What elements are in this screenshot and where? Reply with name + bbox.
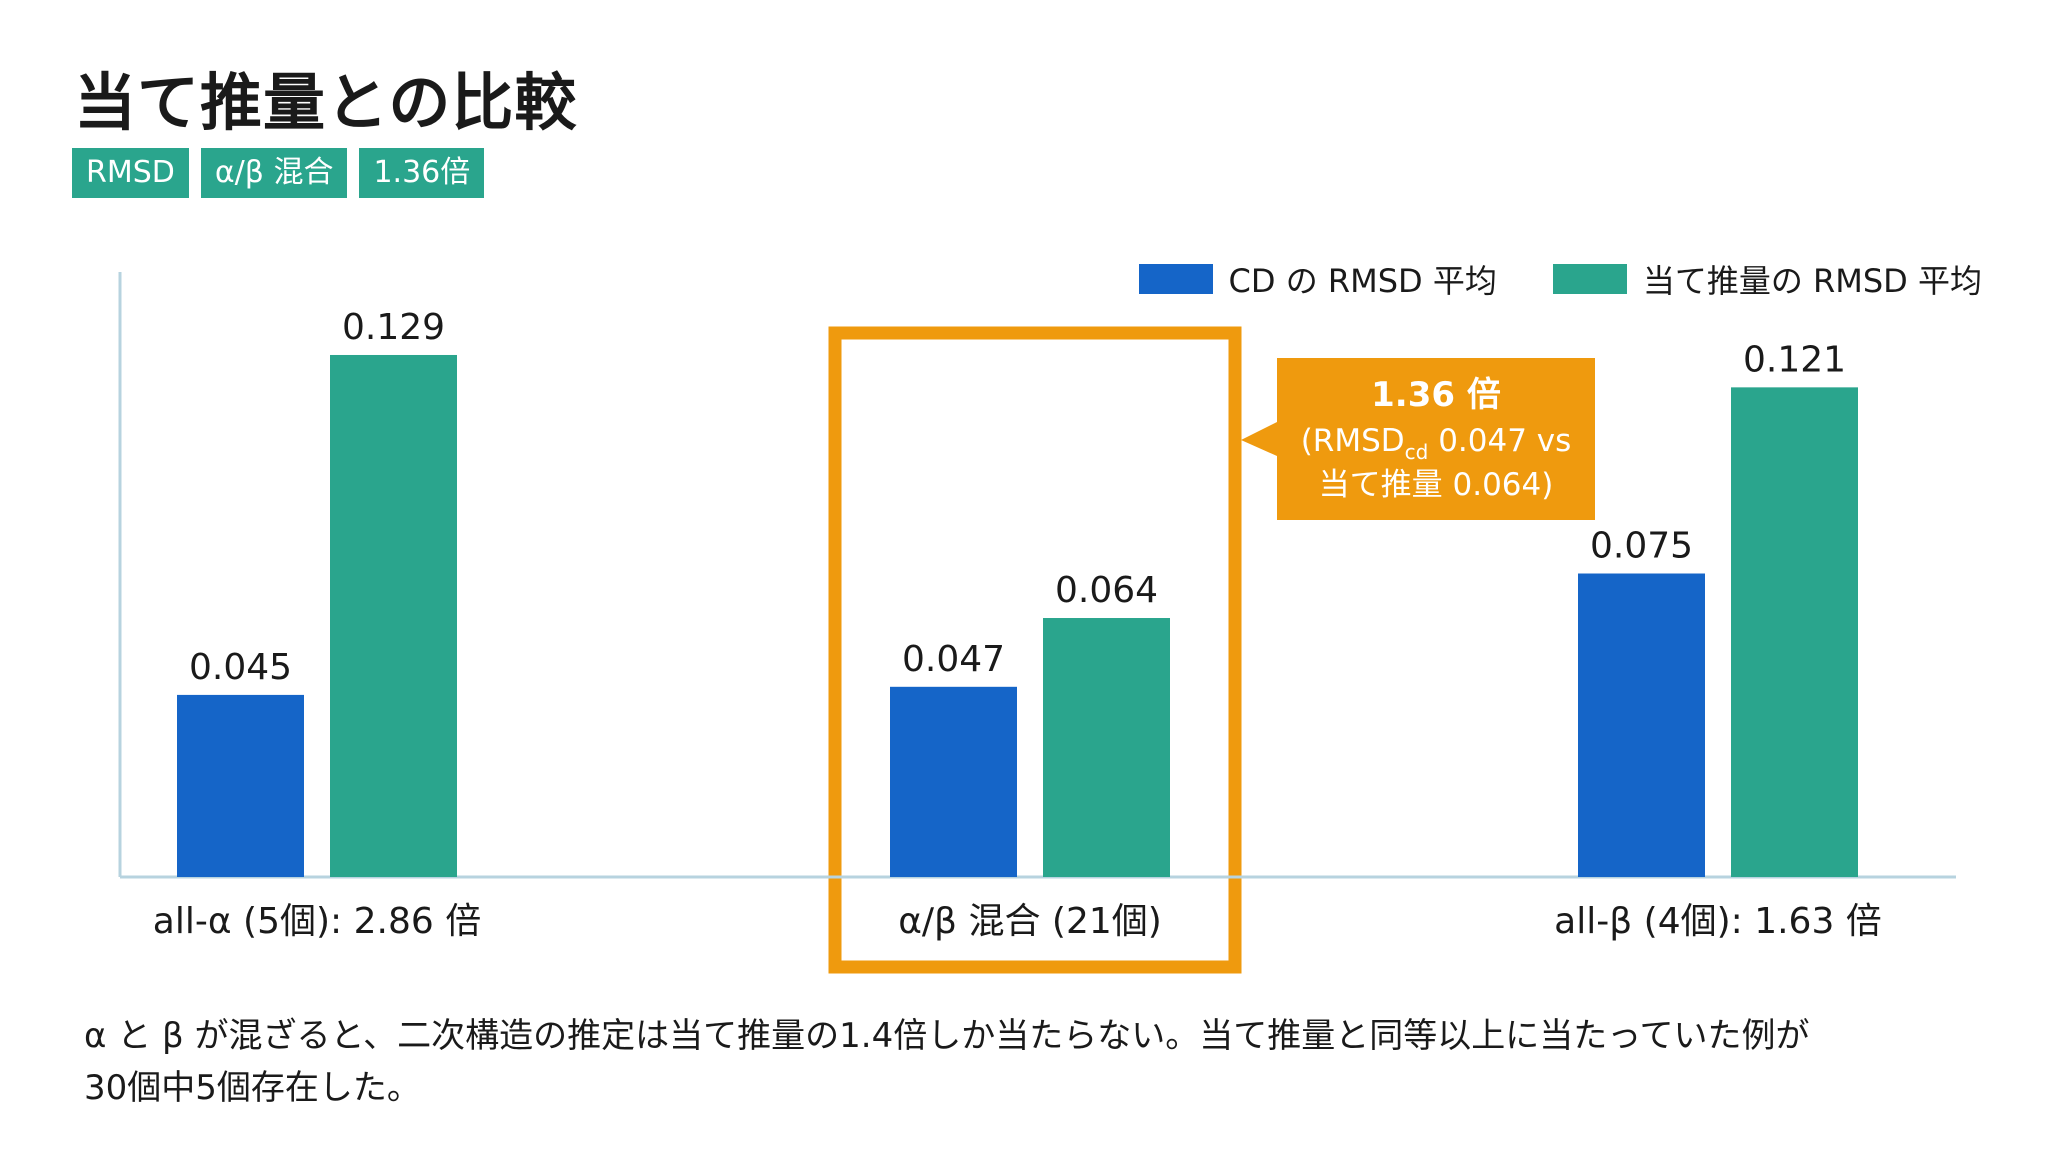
bar-cd-0 (177, 694, 304, 877)
bar-guess-1 (1043, 618, 1170, 877)
data-label-guess-2: 0.121 (1743, 339, 1846, 380)
data-label-guess-0: 0.129 (342, 307, 445, 348)
x-tick-label-1: α/β 混合 (21個) (898, 901, 1162, 942)
x-tick-label-0: all-α (5個): 2.86 倍 (153, 901, 481, 942)
legend-label-guess: 当て推量の RMSD 平均 (1642, 262, 1982, 300)
tag-row: RMSD α/β 混合 1.36倍 (72, 148, 485, 198)
data-label-guess-1: 0.064 (1055, 570, 1158, 611)
tag-mixed: α/β 混合 (200, 148, 348, 198)
caption-line-1: α と β が混ざると、二次構造の推定は当て推量の1.4倍しか当たらない。当て推… (84, 1016, 1810, 1056)
data-label-cd-1: 0.047 (902, 639, 1005, 680)
annotation-values: (RMSDcd 0.047 vs (1301, 423, 1572, 464)
data-label-cd-0: 0.045 (189, 647, 292, 688)
legend-item-guess: 当て推量の RMSD 平均 (1552, 256, 1982, 302)
annotation-guess-value: 当て推量 0.064) (1319, 467, 1554, 503)
bar-guess-0 (330, 354, 457, 878)
caption: α と β が混ざると、二次構造の推定は当て推量の1.4倍しか当たらない。当て推… (84, 1010, 1984, 1114)
chart-legend: CD の RMSD 平均 当て推量の RMSD 平均 (1138, 256, 1982, 302)
tag-rmsd: RMSD (72, 148, 189, 198)
tag-ratio: 1.36倍 (359, 148, 485, 198)
data-label-cd-2: 0.075 (1590, 526, 1693, 567)
bar-cd-2 (1578, 573, 1705, 877)
annotation-callout (1241, 358, 1595, 520)
bar-guess-2 (1731, 387, 1858, 877)
highlight-box (828, 326, 1242, 974)
chart-title: 当て推量との比較 (74, 66, 578, 139)
x-tick-label-2: all-β (4個): 1.63 倍 (1554, 901, 1882, 942)
bar-cd-1 (890, 686, 1017, 877)
annotation-ratio: 1.36 倍 (1371, 375, 1501, 415)
caption-line-2: 30個中5個存在した。 (84, 1068, 421, 1108)
legend-label-cd: CD の RMSD 平均 (1228, 262, 1497, 300)
legend-swatch-guess (1552, 264, 1627, 294)
legend-swatch-cd (1138, 264, 1213, 294)
legend-item-cd: CD の RMSD 平均 (1138, 256, 1497, 302)
